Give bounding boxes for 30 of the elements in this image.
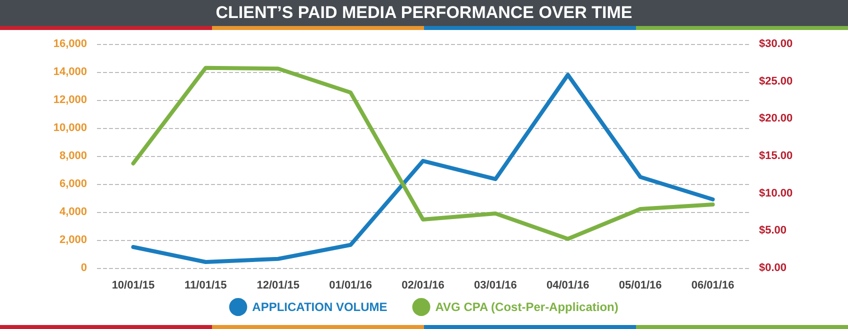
chart-title: CLIENT’S PAID MEDIA PERFORMANCE OVER TIME bbox=[0, 0, 848, 26]
legend-label: APPLICATION VOLUME bbox=[252, 300, 388, 314]
y-tick-label: 16,000 bbox=[53, 38, 87, 50]
y-tick-label: 14,000 bbox=[53, 66, 87, 78]
x-tick-label: 03/01/16 bbox=[474, 280, 517, 292]
x-tick-label: 10/01/15 bbox=[112, 280, 155, 292]
x-tick-label: 11/01/15 bbox=[184, 280, 227, 292]
x-tick-label: 02/01/16 bbox=[402, 280, 444, 292]
y-tick-label: 0 bbox=[80, 262, 87, 274]
y2-tick-label: $10.00 bbox=[759, 187, 793, 200]
x-tick-label: 12/01/15 bbox=[256, 280, 300, 292]
x-tick-label: 04/01/16 bbox=[546, 280, 590, 292]
y-tick-label: 8,000 bbox=[59, 150, 87, 162]
line-series bbox=[131, 72, 715, 264]
y2-tick-label: $30.00 bbox=[759, 38, 793, 50]
y-tick-label: 6,000 bbox=[59, 178, 87, 190]
y2-tick-label: $25.00 bbox=[759, 75, 793, 88]
y-tick-label: 2,000 bbox=[59, 234, 87, 246]
y2-tick-label: $15.00 bbox=[759, 150, 793, 162]
y2-tick-label: $5.00 bbox=[759, 224, 787, 237]
x-tick-label: 05/01/16 bbox=[618, 280, 662, 292]
legend-label: AVG CPA (Cost-Per-Application) bbox=[435, 300, 618, 314]
y-tick-label: 4,000 bbox=[59, 206, 87, 218]
x-tick-label: 01/01/16 bbox=[329, 280, 372, 292]
x-tick-label: 06/01/16 bbox=[691, 280, 734, 292]
line-series bbox=[131, 66, 715, 241]
y-tick-label: 10,000 bbox=[53, 122, 87, 134]
y-tick-label: 12,000 bbox=[53, 94, 87, 106]
y2-tick-label: $20.00 bbox=[759, 112, 793, 125]
y2-tick-label: $0.00 bbox=[759, 262, 787, 274]
